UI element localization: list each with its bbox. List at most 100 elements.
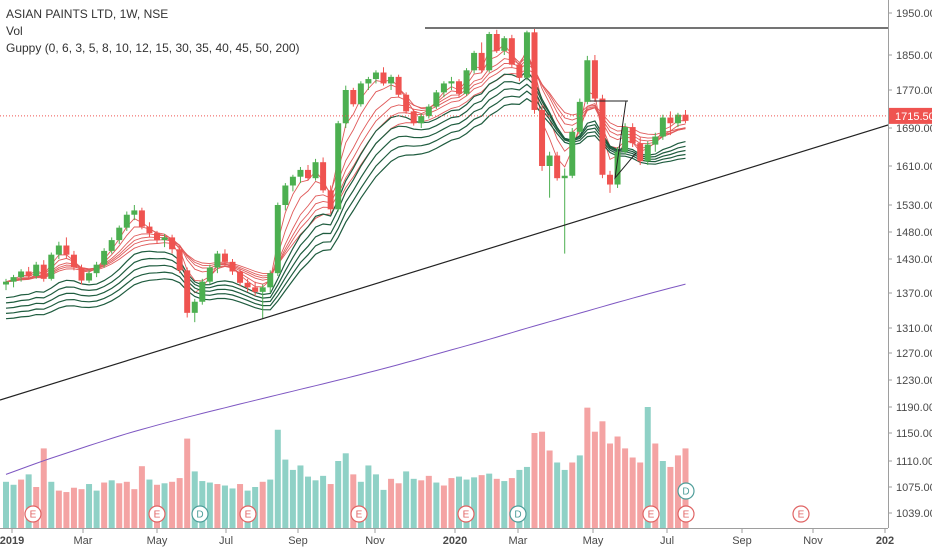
candle-body	[191, 301, 198, 313]
volume-bar	[146, 479, 153, 528]
price-tick-label: 1530.00	[896, 200, 932, 212]
chart-legend: ASIAN PAINTS LTD, 1W, NSE Vol Guppy (0, …	[6, 6, 300, 57]
volume-bar	[546, 450, 553, 528]
marker-label: E	[356, 510, 363, 521]
price-tick-label: 1850.00	[896, 50, 932, 62]
candle-body	[131, 210, 138, 215]
volume-bar	[176, 478, 183, 528]
candle-body	[267, 273, 274, 288]
candle-body	[667, 117, 674, 124]
price-tick-label: 1270.00	[896, 348, 932, 360]
candle-body	[486, 34, 493, 71]
earnings-marker[interactable]: E	[642, 505, 660, 523]
candle-body	[659, 117, 666, 137]
volume-bar	[48, 481, 55, 528]
candle-body	[63, 245, 70, 255]
candle-body	[388, 76, 395, 84]
candle-body	[289, 176, 296, 186]
candle-body	[531, 32, 538, 110]
volume-bar	[70, 487, 77, 528]
symbol-title[interactable]: ASIAN PAINTS LTD, 1W, NSE	[6, 7, 169, 21]
dividend-marker[interactable]: D	[191, 505, 209, 523]
marker-label: E	[463, 510, 470, 521]
fast-ma-line	[5, 59, 686, 283]
volume-bar	[418, 480, 425, 528]
volume-bar	[297, 465, 304, 528]
candle-body	[18, 271, 25, 278]
candle-body	[622, 127, 629, 152]
candle-body	[78, 267, 85, 281]
fast-ma-line	[5, 68, 686, 283]
trend-lines[interactable]	[0, 27, 889, 401]
candle-body	[674, 114, 681, 124]
guppy-indicator-label[interactable]: Guppy (0, 6, 3, 5, 8, 10, 12, 15, 30, 35…	[6, 41, 300, 55]
time-tick-label: 2019	[0, 535, 24, 547]
volume-bar	[86, 484, 93, 528]
dividend-marker[interactable]: D	[677, 482, 695, 500]
event-markers[interactable]: E E D E E E D E D E E	[24, 482, 810, 523]
earnings-marker[interactable]: E	[792, 505, 810, 523]
candle-body	[418, 116, 425, 124]
earnings-marker[interactable]: E	[24, 505, 42, 523]
earnings-marker[interactable]: E	[239, 505, 257, 523]
support-trend-line[interactable]	[0, 124, 889, 401]
candle-body	[456, 81, 462, 94]
candle-body	[48, 254, 55, 279]
pattern-drawing[interactable]	[614, 100, 637, 180]
price-axis[interactable]: 1950.00 1850.00 1770.00 1690.00 1610.00 1530.…	[888, 0, 932, 528]
candle-body	[146, 226, 153, 234]
volume-bar	[395, 483, 402, 528]
candle-body	[116, 227, 123, 241]
marker-label: E	[798, 510, 805, 521]
candle-body	[184, 270, 191, 313]
earnings-marker[interactable]: E	[677, 505, 695, 523]
volume-bar	[3, 481, 9, 528]
time-tick-label: Jul	[660, 535, 674, 547]
volume-indicator-label[interactable]: Vol	[6, 24, 23, 38]
candle-body	[327, 190, 334, 210]
fast-ma-line	[5, 43, 686, 294]
volume-bar	[516, 469, 523, 528]
volume-bar	[425, 475, 432, 528]
dividend-marker[interactable]: D	[509, 505, 527, 523]
candle-body	[508, 38, 515, 65]
price-tick-label: 1230.00	[896, 375, 932, 387]
volume-bar	[259, 481, 266, 528]
candle-body	[229, 261, 236, 272]
time-axis[interactable]: 2019 Mar May Jul Sep Nov 2020 Mar May Jul Sep Nov 20…	[0, 528, 894, 547]
time-tick-label: May	[147, 535, 168, 547]
volume-bar	[659, 461, 666, 528]
candle-body	[108, 240, 115, 251]
ma200-line	[5, 283, 686, 475]
volume-bar	[471, 477, 478, 528]
price-tick-label: 1190.00	[896, 402, 932, 414]
volume-bar	[214, 484, 221, 528]
candle-body	[3, 281, 9, 285]
time-tick-label: 2020	[443, 535, 467, 547]
price-tick-label: 1480.00	[896, 227, 932, 239]
candle-body	[274, 205, 281, 274]
volume-bar	[614, 436, 621, 528]
candle-body	[614, 151, 621, 185]
candle-body	[259, 287, 266, 292]
earnings-marker[interactable]: E	[350, 505, 368, 523]
volume-bar	[591, 431, 598, 528]
volume-bar	[282, 459, 289, 528]
candle-body	[320, 162, 327, 191]
earnings-marker[interactable]: E	[148, 505, 166, 523]
volume-bar	[350, 474, 357, 528]
marker-label: E	[683, 510, 690, 521]
candle-body	[576, 101, 583, 132]
volume-bar	[667, 466, 674, 528]
candle-body	[463, 70, 470, 94]
guppy-moving-averages	[5, 43, 686, 475]
earnings-marker[interactable]: E	[457, 505, 475, 523]
volume-bar	[206, 482, 213, 528]
last-price-tag: 1715.50	[889, 107, 932, 124]
price-tick-label: 1770.00	[896, 85, 932, 97]
volume-bar	[320, 475, 327, 528]
candle-body	[335, 123, 342, 210]
candle-body	[637, 143, 644, 162]
volume-bar	[561, 469, 568, 528]
